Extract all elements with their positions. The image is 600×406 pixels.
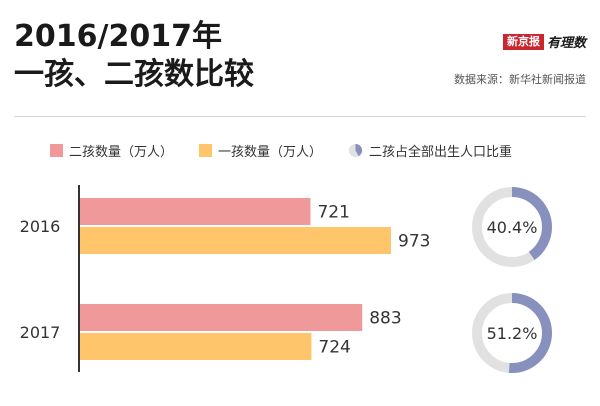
data-label-first-child-2017: 724 <box>318 338 350 358</box>
legend-label-first-child: 一孩数量（万人） <box>218 145 323 160</box>
title-line-1: 2016/2017年 <box>14 19 222 54</box>
brand-script: 有理数 <box>546 36 586 51</box>
data-label-second-child-2016: 721 <box>317 203 349 223</box>
pie-icon <box>348 143 363 158</box>
donut-value-2016 <box>472 187 552 267</box>
category-label-2016: 2016 <box>20 217 61 236</box>
legend-label-ratio: 二孩占全部出生人口比重 <box>369 145 513 160</box>
legend: 二孩数量（万人） 一孩数量（万人） 二孩占全部出生人口比重 <box>50 141 538 160</box>
title-line-2: 一孩、二孩数比较 <box>14 57 254 92</box>
donut-label-2016: 40.4% <box>487 218 538 237</box>
category-label-2017: 2017 <box>20 323 61 342</box>
legend-item-second-child: 二孩数量（万人） <box>50 141 173 160</box>
legend-item-first-child: 一孩数量（万人） <box>199 141 322 160</box>
bar-second-child-2016 <box>80 198 311 225</box>
legend-item-ratio: 二孩占全部出生人口比重 <box>348 141 512 160</box>
header-divider <box>14 116 586 117</box>
bar-first-child-2016 <box>80 227 391 254</box>
bar-first-child-2017 <box>80 333 312 360</box>
legend-swatch-second-child <box>50 144 63 157</box>
chart-title: 2016/2017年 一孩、二孩数比较 <box>14 18 254 94</box>
data-label-second-child-2017: 883 <box>369 309 401 329</box>
data-source: 数据来源：新华社新闻报道 <box>454 73 586 86</box>
donut-value-2017 <box>472 293 552 373</box>
data-label-first-child-2016: 973 <box>398 232 430 252</box>
brand-badge: 新京报 <box>502 33 544 50</box>
bar-second-child-2017 <box>80 304 363 331</box>
legend-label-second-child: 二孩数量（万人） <box>69 145 174 160</box>
donut-label-2017: 51.2% <box>487 324 538 343</box>
brand-logo: 新京报 有理数 <box>502 32 586 51</box>
legend-swatch-first-child <box>199 144 213 157</box>
